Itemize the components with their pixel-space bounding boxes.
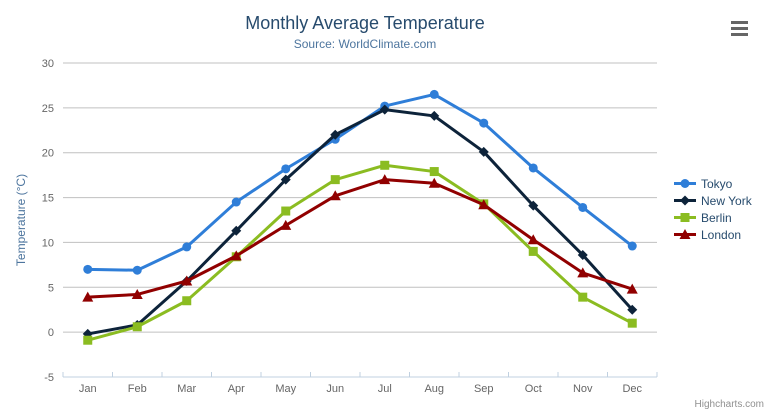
data-point-tokyo[interactable] [281, 164, 291, 174]
hamburger-icon [731, 27, 748, 30]
data-point-new-york[interactable] [379, 104, 390, 115]
legend-label: Berlin [701, 210, 732, 225]
data-point-berlin[interactable] [83, 335, 93, 345]
x-axis-label: Mar [177, 383, 196, 395]
legend-marker-icon [674, 213, 696, 222]
data-point-berlin[interactable] [627, 318, 637, 328]
legend-item-new-york[interactable]: New York [674, 192, 752, 209]
x-axis-label: Apr [228, 383, 245, 395]
data-point-tokyo[interactable] [627, 241, 637, 251]
x-axis-label: Aug [424, 383, 444, 395]
data-point-berlin[interactable] [380, 160, 390, 170]
x-axis-label: Jun [326, 383, 344, 395]
data-point-london[interactable] [527, 234, 539, 245]
x-axis-label: Dec [622, 383, 642, 395]
data-point-berlin[interactable] [429, 167, 439, 177]
data-point-new-york[interactable] [528, 200, 539, 211]
legend-item-berlin[interactable]: Berlin [674, 209, 752, 226]
data-point-london[interactable] [329, 190, 341, 201]
legend: Tokyo New York Berlin London [674, 175, 752, 243]
x-axis-label: Oct [525, 383, 542, 395]
data-point-new-york[interactable] [577, 249, 588, 260]
legend-label: New York [701, 193, 752, 208]
x-axis-label: May [275, 383, 296, 395]
legend-marker-icon [674, 229, 696, 239]
data-point-tokyo[interactable] [528, 163, 538, 173]
data-point-berlin[interactable] [330, 175, 340, 185]
chart-subtitle: Source: WorldClimate.com [293, 37, 437, 51]
data-point-berlin[interactable] [182, 296, 192, 306]
credits-link[interactable]: Highcharts.com [694, 399, 764, 410]
data-point-tokyo[interactable] [83, 264, 93, 274]
x-axis-label: Jan [79, 383, 97, 395]
series-line-london [86, 178, 634, 299]
data-point-new-york[interactable] [280, 174, 291, 185]
legend-item-london[interactable]: London [674, 226, 752, 243]
y-axis-label: 20 [42, 148, 54, 160]
legend-label: Tokyo [701, 176, 733, 191]
legend-marker-icon [674, 179, 696, 188]
legend-label: London [701, 227, 742, 242]
data-point-london[interactable] [577, 267, 589, 278]
data-point-london[interactable] [181, 275, 193, 286]
export-menu-button[interactable] [731, 20, 748, 37]
legend-marker-icon [674, 195, 696, 206]
x-axis-label: Feb [128, 383, 147, 395]
data-point-new-york[interactable] [429, 110, 440, 121]
y-axis-title: Temperature (°C) [14, 174, 28, 266]
data-point-london[interactable] [230, 250, 242, 261]
data-point-tokyo[interactable] [479, 118, 489, 128]
data-point-berlin[interactable] [528, 246, 538, 256]
data-point-london[interactable] [379, 174, 391, 185]
data-point-london[interactable] [131, 288, 143, 299]
y-axis-label: 5 [48, 282, 54, 294]
data-point-tokyo[interactable] [429, 89, 439, 99]
data-point-new-york[interactable] [330, 129, 341, 140]
series-line-new-york [86, 108, 634, 336]
hamburger-icon [731, 21, 748, 24]
data-point-berlin[interactable] [132, 322, 142, 332]
data-point-london[interactable] [478, 199, 490, 210]
data-point-berlin[interactable] [281, 206, 291, 216]
y-axis-label: -5 [44, 372, 54, 384]
x-axis-label: Jul [378, 383, 392, 395]
y-axis-label: 30 [42, 58, 54, 70]
data-point-london[interactable] [82, 291, 94, 302]
chart-title: Monthly Average Temperature [245, 13, 485, 33]
data-point-new-york[interactable] [627, 304, 638, 315]
y-axis-label: 10 [42, 237, 54, 249]
data-point-tokyo[interactable] [182, 242, 192, 252]
x-axis-label: Nov [573, 383, 593, 395]
y-axis-label: 15 [42, 193, 54, 205]
data-point-tokyo[interactable] [132, 265, 142, 275]
data-point-new-york[interactable] [478, 146, 489, 157]
data-point-tokyo[interactable] [578, 202, 588, 212]
x-axis-label: Sep [474, 383, 494, 395]
series-line-berlin [86, 163, 634, 342]
y-axis-label: 0 [48, 327, 54, 339]
legend-item-tokyo[interactable]: Tokyo [674, 175, 752, 192]
data-point-berlin[interactable] [578, 292, 588, 302]
y-axis-label: 25 [42, 103, 54, 115]
data-point-tokyo[interactable] [231, 197, 241, 207]
data-point-london[interactable] [280, 219, 292, 230]
hamburger-icon [731, 33, 748, 36]
data-point-london[interactable] [626, 283, 638, 294]
data-point-new-york[interactable] [231, 225, 242, 236]
data-point-london[interactable] [428, 177, 440, 188]
